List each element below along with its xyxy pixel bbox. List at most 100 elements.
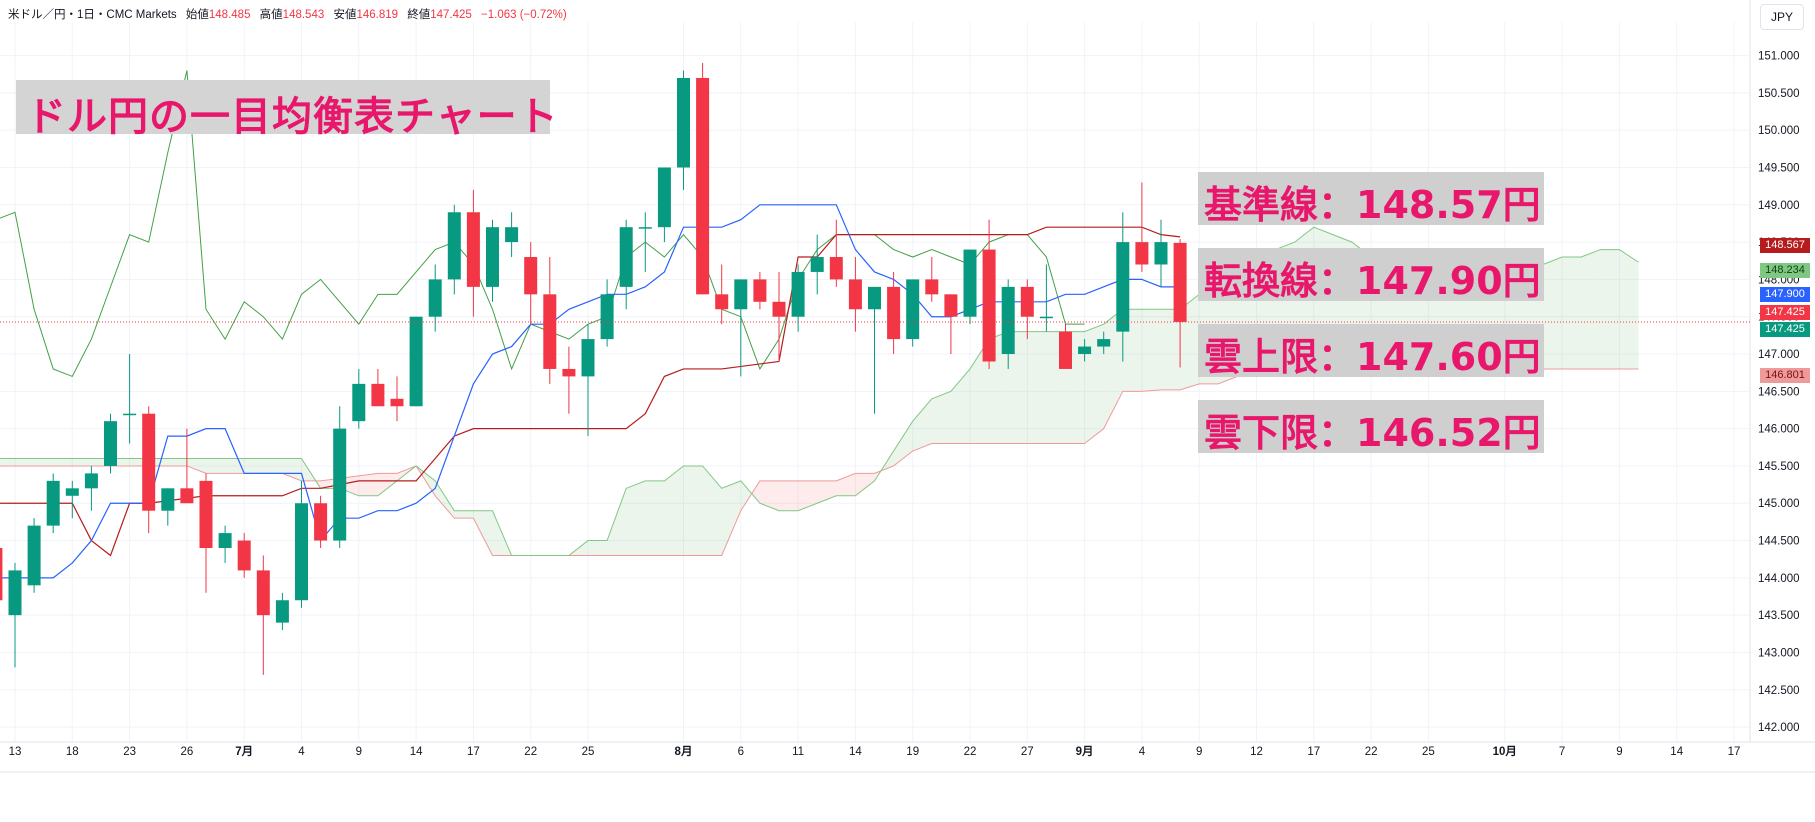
cloud-fill (922, 398, 932, 448)
candle-up (8, 570, 22, 616)
candle-down (982, 249, 996, 362)
cloud-fill (989, 335, 999, 444)
cloud-fill (759, 480, 770, 507)
candle-down (1135, 242, 1149, 265)
cloud-fill (970, 354, 980, 444)
annotation-base-line-text: 基準線：148.57円 (1204, 183, 1541, 227)
cloud-fill (454, 510, 464, 519)
cloud-fill (635, 480, 646, 556)
price-axis-label: 145.000 (1758, 498, 1800, 510)
candle-down (180, 488, 194, 504)
cloud-fill (664, 473, 674, 556)
cloud-fill (482, 510, 493, 556)
cloud-fill (215, 458, 226, 474)
cloud-fill (1132, 309, 1142, 392)
time-axis-label: 7 (1559, 746, 1565, 758)
cloud-fill (186, 458, 197, 470)
cloud-fill (1609, 249, 1620, 369)
price-axis-label: 149.500 (1758, 162, 1800, 174)
cloud-fill (129, 458, 140, 466)
chart-title: ドル円の一目均衡表チャート (26, 94, 559, 140)
candle-down (696, 77, 710, 295)
close-value: 147.425 (430, 9, 472, 21)
candle-down (0, 548, 3, 601)
candle-down (753, 279, 767, 302)
cloud-fill (683, 465, 694, 556)
currency-button[interactable]: JPY (1760, 4, 1804, 30)
cloud-fill (0, 458, 6, 466)
cloud-fill (1036, 331, 1047, 444)
cloud-fill (1046, 331, 1056, 444)
cloud-fill (272, 458, 283, 474)
price-axis-label: 145.500 (1758, 461, 1800, 473)
cloud-fill (34, 458, 44, 466)
candle-up (1078, 346, 1092, 355)
cloud-fill (740, 480, 751, 511)
cloud-fill (817, 480, 827, 504)
candle-up (161, 488, 175, 511)
candle-up (104, 421, 117, 466)
candle-up (619, 227, 633, 287)
price-tag-last-price: 147.425 (1760, 305, 1810, 320)
candle-down (256, 570, 270, 616)
price-axis-label: 149.000 (1758, 200, 1800, 212)
candle-down (524, 257, 538, 295)
annotation-base-line: 基準線：148.57円 (1198, 172, 1544, 227)
candle-down (1020, 286, 1034, 317)
price-axis-label: 143.500 (1758, 610, 1800, 622)
high-value: 148.543 (282, 9, 325, 21)
candle-up (906, 279, 920, 340)
candle-down (944, 294, 958, 317)
cloud-fill (234, 458, 245, 474)
cloud-fill (1581, 253, 1591, 369)
candle-down (466, 212, 480, 287)
cloud-fill (177, 458, 187, 466)
candle-up (600, 294, 614, 340)
time-axis-label: 22 (524, 746, 537, 758)
cloud-fill (196, 458, 206, 474)
candle-down (371, 383, 385, 407)
price-axis-label: 142.500 (1758, 685, 1800, 697)
cloud-fill (320, 479, 331, 489)
cloud-fill (807, 480, 818, 507)
cloud-fill (72, 458, 82, 466)
candle-up (963, 249, 977, 317)
low-value: 146.819 (356, 9, 399, 21)
cloud-fill (1552, 257, 1563, 369)
candle-up (734, 279, 748, 310)
candle-down (829, 257, 843, 280)
time-axis-label: 14 (1670, 746, 1683, 758)
price-axis-label: 146.000 (1758, 424, 1800, 436)
cloud-fill (654, 480, 665, 556)
candle-down (848, 279, 862, 310)
cloud-fill (5, 458, 15, 466)
time-axis-label: 22 (964, 746, 977, 758)
cloud-fill (1619, 249, 1629, 369)
price-axis-label: 144.500 (1758, 536, 1800, 548)
close-label: 終値 (407, 9, 431, 21)
annotation-cloud-lower: 雲下限：146.52円 (1198, 400, 1544, 455)
price-axis-label: 143.000 (1758, 647, 1800, 659)
cloud-fill (53, 458, 63, 466)
candle-up (352, 383, 366, 422)
candle-up (638, 227, 652, 229)
cloud-fill (91, 458, 101, 466)
cloud-fill (673, 465, 684, 556)
price-axis-label: 150.500 (1758, 88, 1800, 100)
cloud-fill (1590, 249, 1601, 369)
cloud-fill (941, 391, 951, 444)
cloud-fill (702, 465, 713, 556)
cloud-fill (1141, 309, 1152, 392)
time-axis-label: 19 (906, 746, 919, 758)
cloud-fill (693, 465, 703, 556)
candle-up (428, 279, 442, 317)
candle-down (314, 503, 328, 541)
candle-up (1001, 286, 1015, 355)
annotation-cloud-lower-text: 雲下限：146.52円 (1204, 411, 1541, 455)
cloud-fill (597, 540, 608, 556)
cloud-fill (893, 436, 904, 466)
cloud-fill (291, 458, 302, 481)
change-value: −1.063 (−0.72%) (481, 9, 567, 21)
cloud-fill (244, 458, 254, 474)
